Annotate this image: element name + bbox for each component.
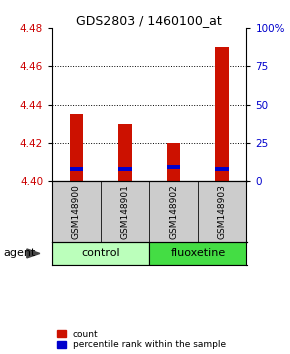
Bar [167, 143, 180, 181]
Text: GSM148900: GSM148900 [72, 184, 81, 239]
Text: fluoxetine: fluoxetine [170, 249, 226, 258]
Bar [118, 167, 132, 171]
Bar [52, 242, 149, 265]
Bar [70, 114, 83, 181]
Text: control: control [81, 249, 120, 258]
Bar [215, 167, 229, 171]
Bar [70, 167, 83, 171]
Bar [118, 124, 132, 181]
Bar [149, 181, 198, 242]
Text: GSM148903: GSM148903 [218, 184, 227, 239]
Bar [198, 181, 246, 242]
Bar [52, 181, 101, 242]
Bar [167, 165, 180, 170]
Bar [101, 181, 149, 242]
Bar [149, 242, 246, 265]
Text: GSM148902: GSM148902 [169, 184, 178, 239]
Polygon shape [27, 249, 40, 258]
Text: agent: agent [3, 249, 35, 258]
Title: GDS2803 / 1460100_at: GDS2803 / 1460100_at [77, 14, 222, 27]
Text: GSM148901: GSM148901 [121, 184, 130, 239]
Legend: count, percentile rank within the sample: count, percentile rank within the sample [57, 330, 226, 349]
Bar [215, 47, 229, 181]
